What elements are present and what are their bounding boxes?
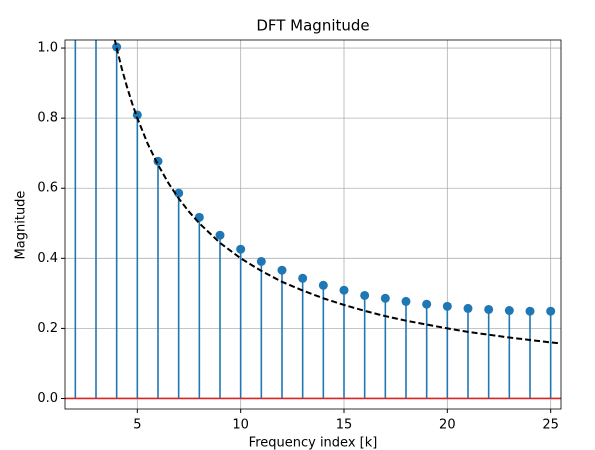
stem-marker <box>256 256 266 266</box>
stem-marker <box>546 306 556 316</box>
plot-area <box>65 40 561 400</box>
stem-marker <box>380 293 390 303</box>
stem-marker <box>298 273 308 283</box>
stem-marker <box>360 290 370 300</box>
stem-marker <box>215 230 225 240</box>
stem-marker <box>277 265 287 275</box>
stem-marker <box>112 42 122 52</box>
x-tick-label: 15 <box>336 418 353 433</box>
x-tick-label: 25 <box>542 418 559 433</box>
grid <box>65 40 561 409</box>
stem-marker <box>236 244 246 254</box>
x-tick-label: 20 <box>439 418 456 433</box>
y-tick-label: 0.0 <box>37 391 58 406</box>
stem-marker <box>422 299 432 309</box>
ticks: 5 10 15 20 25 0.0 0.2 0.4 0.6 0.8 1.0 <box>37 41 559 433</box>
y-axis-label: Magnitude <box>14 191 29 260</box>
stem-marker <box>525 306 535 316</box>
stem-marker <box>463 303 473 313</box>
stem-marker <box>504 306 514 316</box>
stem-marker <box>484 304 494 314</box>
x-tick-label: 5 <box>133 418 141 433</box>
stem-marker <box>442 301 452 311</box>
stem-marker <box>401 296 411 306</box>
stem-marker <box>318 280 328 290</box>
y-tick-label: 0.4 <box>37 251 58 266</box>
x-axis-label: Frequency index [k] <box>249 436 378 450</box>
y-tick-label: 0.6 <box>37 181 58 196</box>
chart-title: DFT Magnitude <box>256 17 369 35</box>
y-tick-label: 0.2 <box>37 321 58 336</box>
stem-marker <box>174 188 184 198</box>
y-tick-label: 0.8 <box>37 111 58 126</box>
y-tick-label: 1.0 <box>37 41 58 56</box>
stem-marker <box>339 285 349 295</box>
axes-frame <box>64 39 562 410</box>
x-tick-label: 10 <box>232 418 249 433</box>
